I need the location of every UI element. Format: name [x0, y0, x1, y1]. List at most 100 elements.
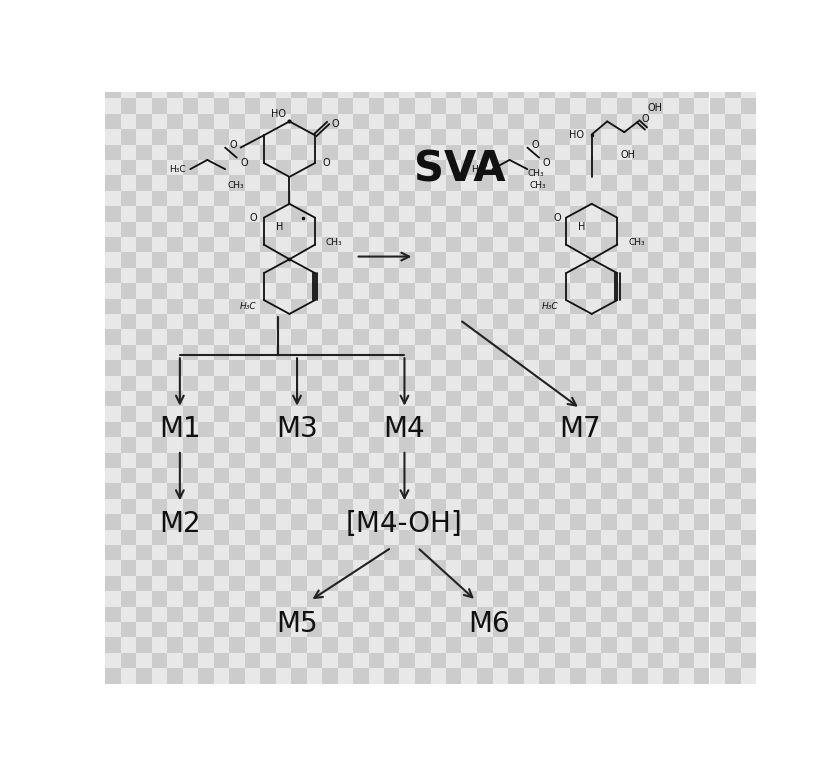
Bar: [338, 98, 353, 114]
Bar: [771, 190, 787, 206]
Bar: [771, 406, 787, 422]
Bar: [229, 653, 244, 668]
Bar: [648, 591, 663, 607]
Bar: [741, 376, 756, 391]
Bar: [415, 637, 431, 653]
Bar: [400, 468, 415, 483]
Bar: [384, 622, 400, 637]
Bar: [648, 206, 663, 221]
Bar: [554, 98, 570, 114]
Bar: [771, 637, 787, 653]
Bar: [585, 190, 601, 206]
Bar: [632, 607, 648, 622]
Bar: [756, 653, 771, 668]
Bar: [151, 114, 167, 129]
Bar: [648, 607, 663, 622]
Bar: [710, 406, 725, 422]
Bar: [477, 329, 492, 345]
Bar: [741, 668, 756, 684]
Bar: [477, 283, 492, 299]
Bar: [446, 376, 461, 391]
Bar: [276, 314, 291, 329]
Bar: [136, 268, 151, 283]
Bar: [322, 545, 338, 561]
Bar: [369, 129, 384, 144]
Bar: [198, 345, 213, 360]
Bar: [461, 98, 477, 114]
Bar: [508, 268, 523, 283]
Bar: [570, 468, 585, 483]
Bar: [523, 545, 539, 561]
Bar: [182, 483, 198, 498]
Bar: [601, 114, 617, 129]
Bar: [384, 129, 400, 144]
Bar: [601, 468, 617, 483]
Bar: [710, 68, 725, 83]
Bar: [601, 83, 617, 98]
Bar: [539, 83, 554, 98]
Bar: [679, 345, 694, 360]
Bar: [710, 190, 725, 206]
Bar: [601, 668, 617, 684]
Bar: [756, 221, 771, 237]
Bar: [756, 144, 771, 160]
Bar: [213, 144, 229, 160]
Bar: [151, 514, 167, 529]
Bar: [523, 314, 539, 329]
Bar: [182, 83, 198, 98]
Bar: [369, 283, 384, 299]
Bar: [741, 607, 756, 622]
Bar: [291, 483, 307, 498]
Bar: [291, 452, 307, 468]
Bar: [710, 514, 725, 529]
Bar: [461, 129, 477, 144]
Bar: [617, 376, 632, 391]
Bar: [741, 468, 756, 483]
Bar: [477, 637, 492, 653]
Bar: [710, 175, 725, 190]
Bar: [244, 329, 260, 345]
Bar: [260, 129, 276, 144]
Bar: [338, 144, 353, 160]
Bar: [276, 576, 291, 591]
Bar: [632, 545, 648, 561]
Bar: [663, 437, 679, 452]
Bar: [198, 607, 213, 622]
Bar: [120, 637, 136, 653]
Bar: [570, 360, 585, 376]
Bar: [276, 422, 291, 437]
Bar: [276, 221, 291, 237]
Bar: [710, 83, 725, 98]
Bar: [585, 437, 601, 452]
Bar: [307, 607, 322, 622]
Bar: [213, 591, 229, 607]
Bar: [585, 83, 601, 98]
Bar: [167, 268, 182, 283]
Bar: [291, 114, 307, 129]
Bar: [198, 83, 213, 98]
Bar: [167, 668, 182, 684]
Bar: [151, 576, 167, 591]
Bar: [182, 160, 198, 175]
Bar: [617, 175, 632, 190]
Bar: [617, 190, 632, 206]
Bar: [710, 452, 725, 468]
Bar: [353, 483, 369, 498]
Bar: [756, 576, 771, 591]
Bar: [105, 268, 120, 283]
Bar: [167, 190, 182, 206]
Bar: [167, 391, 182, 406]
Bar: [663, 237, 679, 253]
Bar: [679, 221, 694, 237]
Bar: [539, 622, 554, 637]
Bar: [229, 468, 244, 483]
Bar: [632, 668, 648, 684]
Bar: [151, 468, 167, 483]
Bar: [446, 607, 461, 622]
Bar: [446, 576, 461, 591]
Bar: [136, 576, 151, 591]
Bar: [663, 406, 679, 422]
Bar: [756, 529, 771, 545]
Bar: [585, 591, 601, 607]
Bar: [477, 622, 492, 637]
